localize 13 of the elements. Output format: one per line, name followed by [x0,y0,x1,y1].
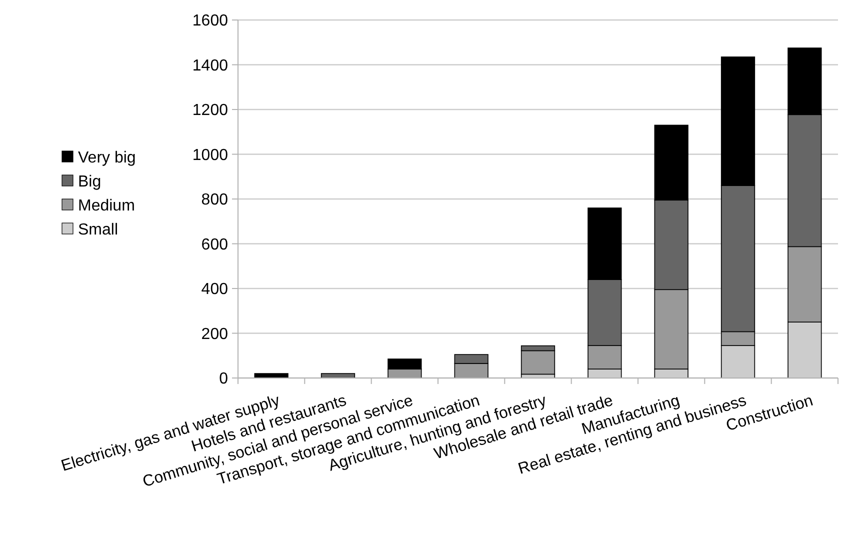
y-tick-label: 800 [201,192,228,209]
y-tick-label: 400 [201,281,228,298]
y-tick-label: 1200 [192,102,228,120]
y-tick-label: 1600 [192,12,228,30]
y-tick-label: 1400 [192,57,228,74]
y-tick-label: 1000 [192,146,228,164]
legend-label: Small [78,222,118,239]
legend-label: Big [78,174,102,191]
y-tick-label: 200 [201,326,228,343]
y-tick-label: 600 [201,236,228,254]
y-tick-label: 0 [219,370,228,388]
legend-label: Medium [78,198,135,215]
legend-label: Very big [78,150,136,167]
